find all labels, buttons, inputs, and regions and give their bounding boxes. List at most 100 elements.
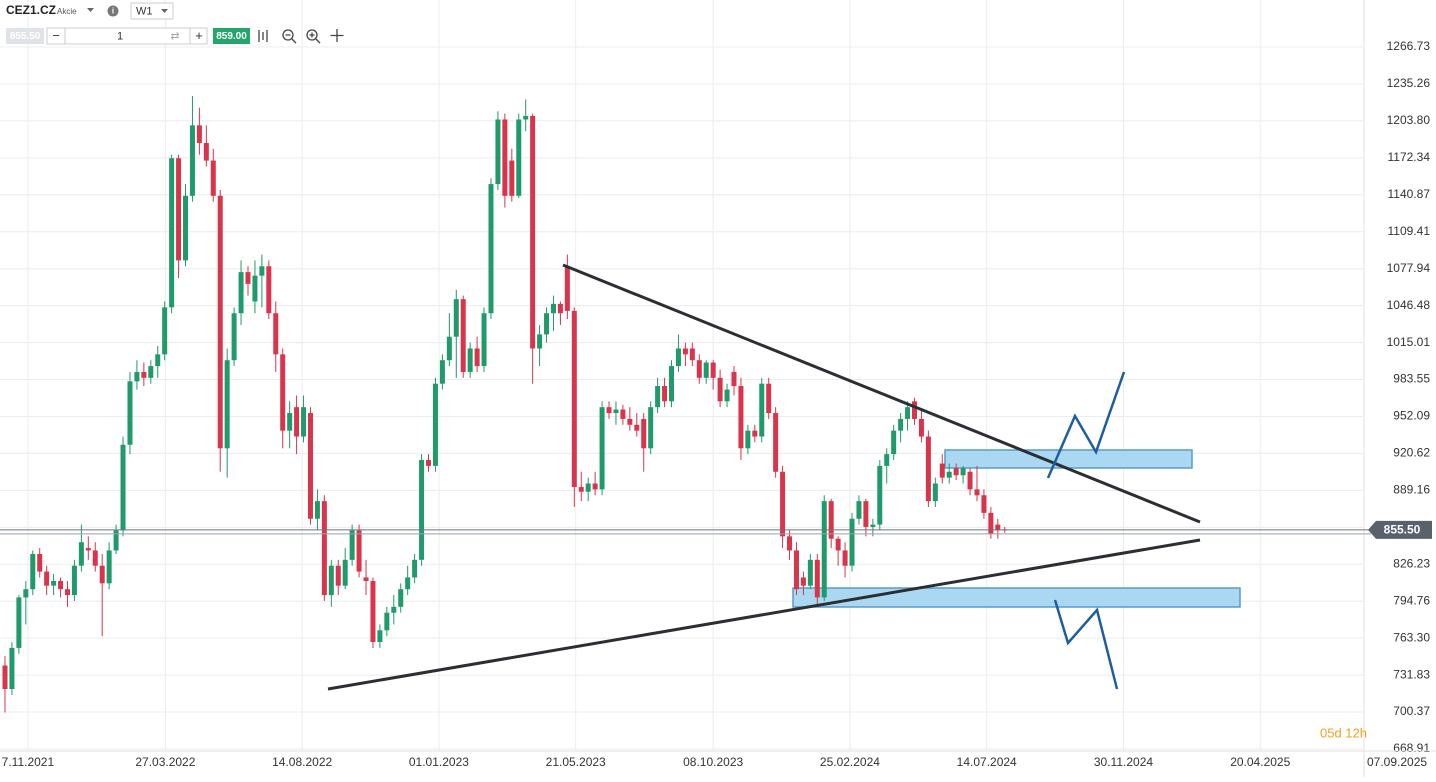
timeframe: W1: [136, 5, 153, 17]
sell-button[interactable]: [6, 28, 44, 44]
x-tick-label: 21.05.2023: [546, 755, 606, 769]
candle-body: [530, 115, 536, 349]
bar-countdown: 05d 12h: [1320, 725, 1367, 740]
candle-body: [967, 471, 973, 490]
y-tick-label: 700.37: [1393, 704, 1430, 718]
symbol: CEZ1.CZ: [6, 3, 56, 17]
x-tick-label: 08.10.2023: [683, 755, 743, 769]
candle-body: [384, 612, 390, 631]
candle-body: [266, 266, 272, 314]
volume-field[interactable]: [46, 27, 208, 45]
dropdown[interactable]: [87, 8, 94, 12]
candle-body: [321, 501, 327, 596]
x-tick-label: 07.09.2025: [1367, 755, 1427, 769]
candle-body: [162, 307, 168, 355]
buy-price: 859.00: [216, 31, 247, 42]
candle-body: [925, 436, 931, 502]
dropdown[interactable]: [161, 9, 168, 13]
candle-body: [905, 407, 911, 419]
x-tick-label: 7.11.2021: [2, 755, 55, 769]
candle-body: [64, 589, 70, 596]
instrument-kind: Akcie: [57, 7, 77, 16]
candle-body: [585, 483, 591, 492]
candle-body: [342, 559, 348, 586]
candle-body: [557, 303, 563, 314]
chart-type-icon[interactable]: [258, 30, 268, 42]
candle-body: [377, 630, 383, 643]
trend-line: [327, 538, 1201, 691]
candle-body: [537, 334, 543, 349]
candle-body: [287, 413, 293, 431]
candle-body: [273, 313, 279, 355]
buy-button[interactable]: [213, 28, 250, 44]
candle-body: [231, 313, 237, 361]
candle-body: [391, 606, 397, 613]
candle-body: [224, 360, 230, 449]
x-tick-label: 14.07.2024: [957, 755, 1017, 769]
candle-body: [259, 266, 265, 276]
candle-body: [176, 158, 182, 261]
candle-body: [960, 468, 966, 476]
candle-body: [148, 366, 154, 378]
candle-body: [106, 550, 112, 584]
candle-body: [120, 444, 126, 531]
x-tick-label: 30.11.2024: [1094, 755, 1153, 769]
drawings-top: [327, 263, 1201, 691]
candle-body: [800, 577, 806, 586]
candle-body: [307, 413, 313, 519]
last-price-label: 855.50: [1384, 523, 1421, 537]
candle-body: [183, 195, 189, 261]
candle-body: [481, 313, 487, 367]
zoom-out[interactable]: [282, 29, 294, 41]
candle-body: [835, 538, 841, 551]
candle-body: [301, 407, 307, 437]
info-icon[interactable]: [107, 5, 119, 17]
candle-body: [655, 386, 661, 408]
candle-body: [210, 160, 216, 196]
candle-body: [641, 418, 647, 449]
candle-body: [814, 559, 820, 598]
scenario-arrow: [1046, 371, 1126, 479]
y-tick-label: 1235.26: [1387, 76, 1431, 90]
candle-body: [564, 266, 570, 311]
candle-body: [356, 530, 362, 572]
candle-body: [842, 550, 848, 566]
candle-body: [16, 597, 22, 648]
candle-body: [446, 336, 452, 361]
pan-tool[interactable]: [330, 29, 344, 42]
candle-body: [863, 501, 869, 527]
y-tick-label: 826.23: [1393, 556, 1430, 570]
candle-body: [141, 371, 147, 378]
candle-body: [648, 407, 654, 449]
y-tick-label: 763.30: [1393, 630, 1430, 644]
candle-body: [953, 468, 959, 476]
x-tick-label: 01.01.2023: [409, 755, 469, 769]
candle-body: [752, 430, 758, 437]
candle-body: [793, 550, 799, 590]
candle-body: [766, 383, 772, 414]
candle-body: [696, 360, 702, 378]
svg-text:i: i: [112, 7, 114, 16]
y-tick-label: 668.91: [1393, 741, 1430, 755]
y-tick-label: 1266.73: [1387, 39, 1431, 53]
candle-body: [981, 495, 987, 513]
candle-body: [314, 501, 320, 519]
candles: [2, 96, 1008, 713]
candle-body: [460, 299, 466, 372]
x-tick-label: 14.08.2022: [272, 755, 332, 769]
candle-body: [613, 409, 619, 414]
zoom-in[interactable]: [306, 29, 318, 41]
candle-body: [544, 313, 550, 335]
candle-body: [44, 571, 50, 586]
candle-body: [328, 565, 334, 596]
candle-body: [550, 303, 556, 314]
candle-body: [169, 158, 175, 308]
candle-body: [807, 559, 813, 586]
candle-body: [23, 589, 29, 598]
timeframe-select[interactable]: [130, 2, 174, 20]
candle-body: [703, 362, 709, 378]
trend-line: [562, 263, 1201, 524]
x-tick-label: 20.04.2025: [1230, 755, 1290, 769]
candle-body: [405, 577, 411, 590]
candle-body: [509, 160, 515, 196]
